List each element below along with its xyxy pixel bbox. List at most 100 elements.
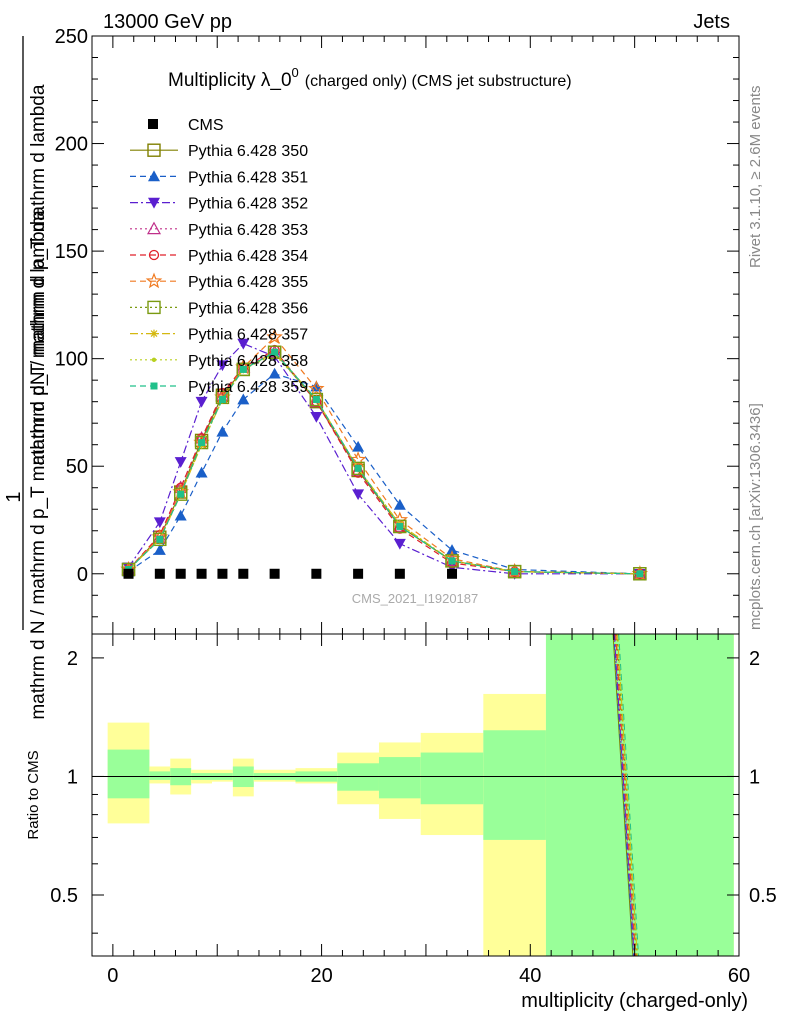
series-point [446,544,459,555]
series-point [271,348,279,356]
ratio-ylabel: Ratio to CMS [25,750,42,839]
legend-label: Pythia 6.428 357 [188,327,308,344]
cms-data-point [447,568,458,579]
main-x-ticks [112,36,740,634]
series-point [216,360,229,372]
legend-marker [150,329,158,338]
cms-data-point [217,568,228,579]
series-point [351,461,365,476]
ratio-line [618,633,640,957]
series-point [237,338,250,350]
main-watermark: CMS_2021_I1920187 [352,591,479,606]
ratio-y-tick-label-right: 1 [749,766,760,788]
x-tick-label: 20 [310,965,332,987]
legend-marker [148,170,160,182]
ratio-line [614,633,636,957]
cms-data-point [175,568,186,579]
series-point [310,411,323,423]
series-point [393,498,406,510]
x-tick-label: 0 [107,965,118,987]
series-point [174,509,187,521]
series-point [153,532,167,547]
series-point [156,535,164,543]
ratio-y-tick-label-right: 0.5 [749,885,777,907]
ratio-x-axis: 0 20 40 60 [107,634,750,987]
legend-marker [145,272,163,289]
series-point [153,517,166,529]
rivet-label: Rivet 3.1.10, ≥ 2.6M events [747,86,764,269]
legend-label: Pythia 6.428 351 [188,169,308,186]
series-point [195,466,208,478]
series-point [393,538,406,550]
series-point [448,557,456,565]
ratio-line [616,633,638,957]
legend-label: Pythia 6.428 350 [188,143,308,160]
series-point [174,457,187,468]
cms-data-point [394,568,405,579]
main-y-axis: 0 50 100 150 200 250 [55,26,739,618]
series-point [153,544,166,555]
mcplots-label: mcplots.cern.ch [arXiv:1306.3436] [747,403,764,630]
legend-marker [148,249,160,261]
legend: CMS Pythia 6.428 350 Pythia 6.428 351 Pythi… [130,117,308,396]
y-tick-label: 100 [55,349,88,371]
legend-label: Pythia 6.428 358 [188,353,308,370]
main-ylabel-one: 1 [3,491,25,502]
header-right: Jets [693,11,730,33]
main-y-label: 1 mathrm dN / mathrm d p_T mathrm d lamb… [3,36,49,720]
series-point [352,489,365,501]
ratio-line [613,633,635,957]
ratio-line [617,633,639,957]
cms-data-point [154,568,165,579]
ratio-band-inner [545,634,734,956]
series-point [511,568,519,576]
ratio-panel: 0.5 0.5 1 1 2 2 0 20 40 60 Ratio to CMS multipli… [25,633,777,1012]
series-point [237,393,250,405]
legend-label: Pythia 6.428 352 [188,196,308,213]
series-point [268,367,281,379]
main-plot-area [120,328,649,581]
series-point [354,464,362,472]
legend-label: Pythia 6.428 356 [188,300,308,317]
legend-marker-cms [148,119,158,129]
series-point [266,328,283,345]
series-point [236,362,251,377]
ratio-line [616,633,638,957]
series-point [309,392,324,407]
ratio-band-inner [337,763,379,791]
series-point [352,440,365,452]
cms-data-point [269,568,280,579]
cms-data-point [353,568,364,579]
series-line [128,336,640,575]
y-tick-label: 250 [55,26,88,48]
series-point [267,345,282,359]
ratio-y-tick-label: 0.5 [50,885,78,907]
y-tick-label: 50 [66,456,88,478]
y-tick-label: 150 [55,241,88,263]
cms-data-point [196,568,207,579]
x-axis-label: multiplicity (charged-only) [521,990,748,1012]
x-tick-label: 60 [728,965,750,987]
ratio-band-inner [149,771,171,780]
ratio-y-tick-label: 2 [67,648,78,670]
legend-label: Pythia 6.428 354 [188,248,308,265]
series-point [308,380,325,396]
legend-marker [150,382,158,390]
ratio-band-inner [378,757,421,799]
cms-data-point [123,568,134,579]
ratio-line [612,633,634,957]
series-point [310,380,323,392]
cms-data-point [238,568,249,579]
header-left: 13000 GeV pp [103,11,232,33]
legend-label: Pythia 6.428 353 [188,222,308,239]
legend-marker [147,300,161,315]
ratio-line [615,633,637,957]
series-point [218,396,226,404]
series-point [174,487,188,501]
ratio-y-tick-label-right: 2 [749,648,760,670]
main-ylabel-upper: mathrm dN / mathrm d p_T mathrm d lambda [28,84,49,465]
legend-label-cms: CMS [188,117,224,134]
legend-label: Pythia 6.428 355 [188,274,308,291]
ratio-y-tick-label: 1 [67,766,78,788]
